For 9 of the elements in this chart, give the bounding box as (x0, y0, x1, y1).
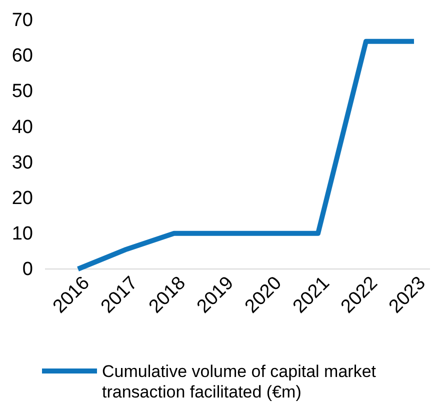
y-tick-label: 40 (12, 116, 33, 138)
y-tick-label: 20 (12, 188, 33, 209)
y-tick-label: 10 (12, 224, 33, 245)
y-tick-label: 30 (12, 152, 33, 174)
y-tick-label: 50 (12, 81, 33, 102)
y-tick-label: 0 (22, 259, 33, 280)
y-tick-label: 70 (12, 10, 33, 32)
legend-label: Cumulative volume of capital market transaction facilitated (€m) (102, 362, 376, 402)
y-tick-label: 60 (12, 46, 33, 67)
